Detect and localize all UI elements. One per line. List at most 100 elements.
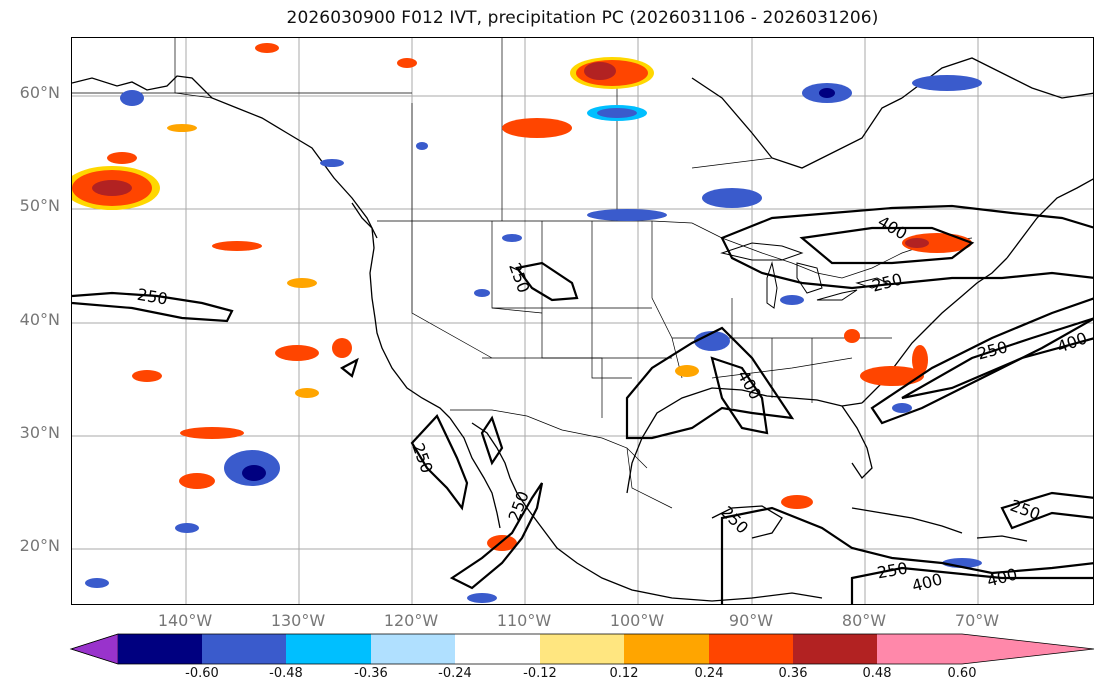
lake-huron (796, 262, 823, 294)
precip-shade-red-orange (902, 233, 972, 253)
precip-shade-red-orange (397, 58, 417, 68)
ivt-contour-250-sonora (480, 415, 504, 466)
precip-shade-mid-blue (912, 75, 982, 91)
ivt-contour-400-caribbean (850, 566, 1093, 604)
contour-label: 250 (136, 285, 169, 309)
precip-shade-dark-red (92, 180, 132, 196)
colorbar-segment (455, 634, 540, 664)
contour-label: 250 (870, 269, 904, 295)
coast-pacific-nw (351, 202, 451, 419)
colorbar-tick-label: 0.12 (609, 666, 639, 681)
coast-baja (449, 417, 501, 529)
contour-label: 400 (910, 569, 944, 595)
coast-central-america (711, 592, 823, 602)
precip-shade-mid-blue (694, 331, 730, 351)
coast-cuba (851, 507, 963, 534)
contour-label: 400 (1054, 328, 1089, 356)
ivt-contour-250-caribbean-east (1000, 491, 1093, 530)
ivt-contour-250-plains (515, 261, 579, 302)
contour-label: 250 (504, 489, 532, 524)
precip-shade-mid-blue (120, 90, 144, 106)
lake-erie (816, 289, 858, 301)
precip-shade-dark-red (905, 238, 929, 248)
ivt-contour-250-west (340, 357, 359, 378)
ivt-contour-250-gulf (625, 326, 795, 440)
coast-gulf-california (471, 422, 528, 509)
precip-shade-red-orange (844, 329, 860, 343)
border-state-3 (541, 221, 603, 418)
ivt-contour-250-baja (410, 414, 469, 511)
lat-label-20n: 20°N (19, 536, 60, 555)
precip-shade-red-orange (275, 345, 319, 361)
colorbar-segment (202, 634, 286, 664)
precip-shade-deep-blue (819, 88, 835, 98)
ivt-contours (72, 204, 1093, 604)
colorbar-outline (69, 633, 1095, 665)
precip-shading (72, 43, 982, 603)
precip-shade-red-orange (132, 370, 162, 382)
coast-mexico-west (526, 507, 713, 602)
lat-label-50n: 50°N (19, 196, 60, 215)
lake-superior (720, 242, 804, 261)
precip-shade-mid-blue (780, 295, 804, 305)
contour-label: 250 (975, 337, 1009, 363)
lat-label-60n: 60°N (19, 83, 60, 102)
ivt-contour-400-atlantic (901, 317, 1093, 400)
border-state-4 (591, 221, 632, 379)
lon-label-70w: 70°W (954, 611, 1000, 630)
colorbar-tick-label: -0.60 (185, 666, 219, 681)
precip-shade-mid-blue (892, 403, 912, 413)
colorbar-tick-label: -0.48 (269, 666, 303, 681)
precip-shade-red-orange (167, 124, 197, 132)
precip-shade-mid-blue (85, 578, 109, 588)
coast-hudson-bay (691, 77, 903, 169)
precip-shade-mid-blue (416, 142, 428, 150)
colorbar-segment (877, 634, 962, 664)
precip-shade-mid-blue (702, 188, 762, 208)
contour-label: 250 (876, 558, 909, 582)
precip-shade-red-orange (781, 495, 813, 509)
precip-shade-red-orange (212, 241, 262, 251)
border-mexico-state (626, 447, 673, 509)
colorbar-tick-label: 0.48 (862, 666, 892, 681)
precip-shade-red-orange (180, 427, 244, 439)
contour-label-group: 250 250 250 250 250 250 250 250 400 400 … (136, 212, 1090, 596)
precip-shade-orange (287, 278, 317, 288)
precip-shade-dark-red (584, 62, 616, 80)
precip-shade-red-orange (860, 366, 924, 386)
border-canada-prov-5 (691, 157, 773, 169)
precip-shade-mid-blue (597, 108, 637, 118)
precip-shade-mid-blue (467, 593, 497, 603)
precip-shade-mid-blue (175, 523, 199, 533)
precip-shade-deep-blue (242, 465, 266, 481)
colorbar-tick-label: -0.24 (438, 666, 472, 681)
colorbar-tick-label: -0.12 (523, 666, 557, 681)
border-alaska-canada (174, 38, 213, 99)
precip-shade-mid-blue (502, 234, 522, 242)
ivt-contour-400-greatlakes (799, 226, 975, 265)
contour-label: 250 (408, 440, 436, 475)
ivt-contour-250-pacific (72, 291, 234, 323)
map-canvas: 250 250 250 250 250 250 250 250 400 400 … (72, 38, 1093, 604)
colorbar-segment (709, 634, 793, 664)
lon-label-120w: 120°W (383, 611, 439, 630)
ivt-contour-250-greatlakes (720, 204, 1093, 290)
precip-shade-mid-blue (587, 209, 667, 221)
lon-label-110w: 110°W (496, 611, 552, 630)
lon-label-90w: 90°W (728, 611, 774, 630)
lake-michigan (766, 261, 778, 309)
contour-label: 400 (985, 564, 1019, 590)
colorbar-segment (962, 634, 1094, 664)
precip-shade-red-orange (255, 43, 279, 53)
colorbar-segment (540, 634, 624, 664)
border-us-mexico (450, 409, 648, 469)
coast-gulf-mexico (626, 387, 863, 494)
map-panel[interactable]: 250 250 250 250 250 250 250 250 400 400 … (71, 37, 1094, 605)
coast-hispaniola (976, 535, 1028, 542)
colorbar-segment (371, 634, 455, 664)
colorbar-segment (118, 634, 202, 664)
ivt-contour-250-atlantic (870, 297, 1093, 425)
colorbar-tick-label: 0.60 (947, 666, 977, 681)
ivt-contour-400-louisiana (710, 356, 769, 435)
contour-label: 250 (1008, 496, 1043, 524)
